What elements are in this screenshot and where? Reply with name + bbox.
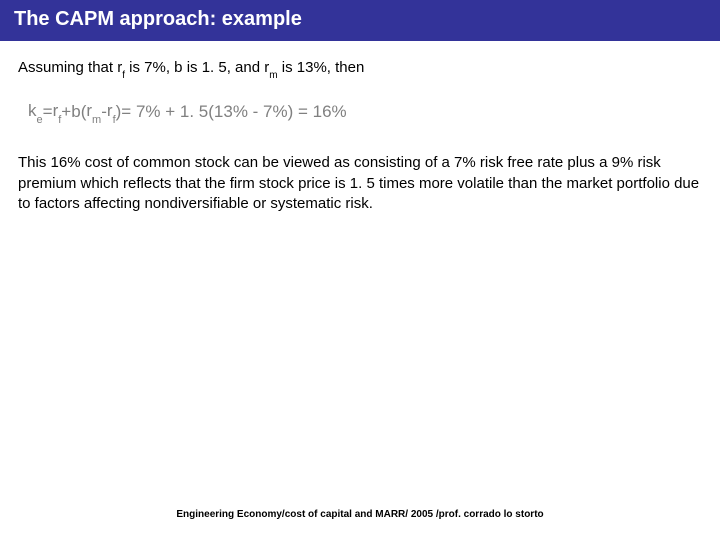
slide-title: The CAPM approach: example: [14, 8, 706, 31]
formula-rm-m: m: [92, 114, 101, 126]
formula-ke: ke: [28, 101, 43, 123]
assumption-text: Assuming that rf is 7%, b is 1. 5, and r…: [18, 59, 702, 79]
formula-rm: rm: [86, 101, 101, 123]
formula-b: b: [71, 102, 80, 122]
formula-rhs: = 7% + 1. 5(13% - 7%) = 16%: [121, 102, 346, 122]
capm-formula: ke = rf + b ( rm - rf ) = 7% + 1. 5(13% …: [28, 101, 702, 123]
formula-e-sub: e: [37, 114, 43, 126]
formula-plus: +: [61, 102, 71, 122]
assumption-part2: is 7%, b is 1. 5, and r: [125, 59, 269, 76]
formula-eq1: =: [43, 102, 53, 122]
formula-rf-f: f: [58, 114, 61, 126]
formula-rf2-r: r: [107, 101, 113, 120]
assumption-sub-f: f: [122, 70, 125, 81]
slide-content: Assuming that rf is 7%, b is 1. 5, and r…: [0, 41, 720, 214]
assumption-part1: Assuming that r: [18, 59, 122, 76]
title-bar: The CAPM approach: example: [0, 0, 720, 41]
formula-rf2-f: f: [113, 114, 116, 126]
slide-footer: Engineering Economy/cost of capital and …: [0, 509, 720, 520]
formula-rf2: rf: [107, 101, 116, 123]
formula-k: k: [28, 101, 37, 120]
explanation-paragraph: This 16% cost of common stock can be vie…: [18, 153, 702, 214]
assumption-part3: is 13%, then: [278, 59, 365, 76]
formula-rf: rf: [53, 101, 62, 123]
assumption-sub-m: m: [269, 70, 277, 81]
